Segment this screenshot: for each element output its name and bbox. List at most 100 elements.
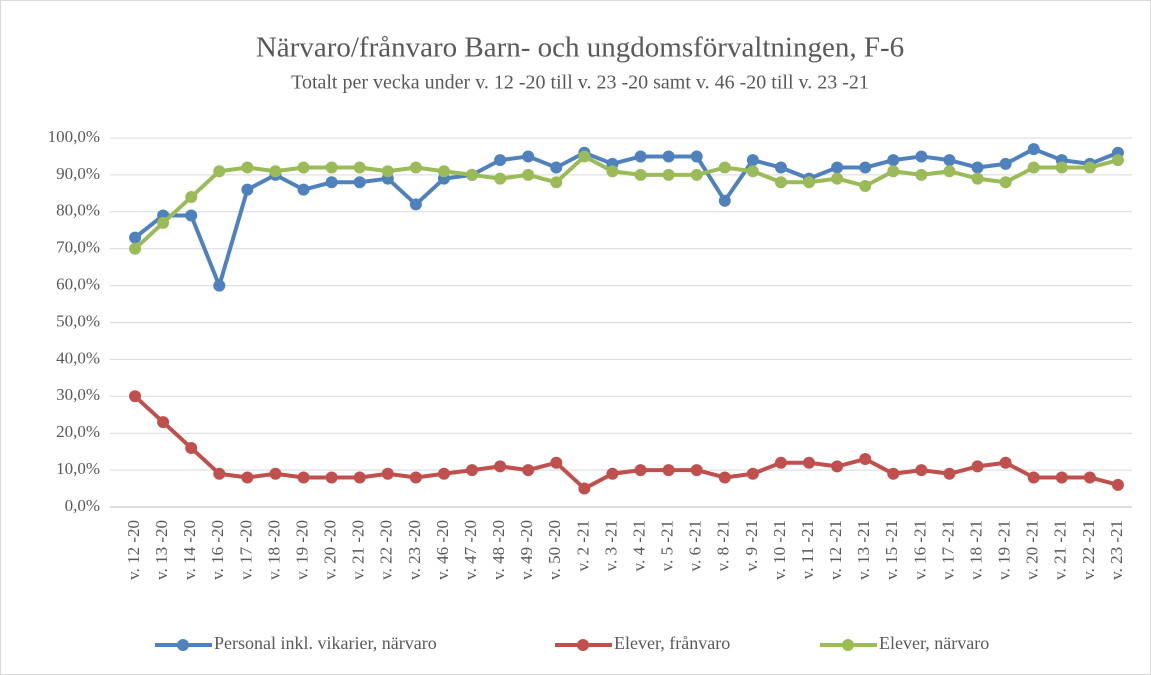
series-marker bbox=[325, 176, 338, 189]
series-marker bbox=[1027, 143, 1040, 156]
legend-marker bbox=[842, 639, 854, 651]
series-marker bbox=[494, 154, 507, 167]
series-marker bbox=[690, 168, 703, 181]
x-tick-label: v. 17 -21 bbox=[938, 520, 957, 580]
series-marker bbox=[494, 172, 507, 185]
series-marker bbox=[999, 157, 1012, 170]
series-marker bbox=[971, 172, 984, 185]
x-tick-label: v. 11 -21 bbox=[798, 520, 817, 579]
x-tick-label: v. 17 -20 bbox=[236, 520, 255, 580]
series-marker bbox=[1083, 471, 1096, 484]
x-tick-label: v. 13 -20 bbox=[152, 520, 171, 580]
x-tick-label: v. 4 -21 bbox=[629, 520, 648, 571]
series-marker bbox=[325, 471, 338, 484]
y-tick-label: 60,0% bbox=[56, 275, 100, 294]
y-tick-label: 100,0% bbox=[48, 127, 100, 146]
series-marker bbox=[213, 279, 226, 292]
series-marker bbox=[353, 471, 366, 484]
y-tick-label: 40,0% bbox=[56, 348, 100, 367]
series-marker bbox=[297, 161, 310, 174]
x-tick-label: v. 13 -21 bbox=[854, 520, 873, 580]
series-marker bbox=[381, 467, 394, 480]
series-marker bbox=[1111, 154, 1124, 167]
series-marker bbox=[803, 456, 816, 469]
series-marker bbox=[718, 194, 731, 207]
series-marker bbox=[353, 176, 366, 189]
series-marker bbox=[606, 467, 619, 480]
series-marker bbox=[522, 168, 535, 181]
x-tick-label: v. 2 -21 bbox=[573, 520, 592, 571]
x-tick-label: v. 3 -21 bbox=[601, 520, 620, 571]
x-tick-label: v. 50 -20 bbox=[545, 520, 564, 580]
series-marker bbox=[241, 161, 254, 174]
series-marker bbox=[522, 464, 535, 477]
series-marker bbox=[718, 161, 731, 174]
series-marker bbox=[831, 161, 844, 174]
series-marker bbox=[297, 183, 310, 196]
x-tick-label: v. 12 -20 bbox=[124, 520, 143, 580]
series-marker bbox=[550, 456, 563, 469]
x-tick-label: v. 16 -21 bbox=[910, 520, 929, 580]
y-tick-label: 70,0% bbox=[56, 238, 100, 257]
series-marker bbox=[494, 460, 507, 473]
series-marker bbox=[269, 165, 282, 178]
x-tick-label: v. 16 -20 bbox=[208, 520, 227, 580]
series-marker bbox=[859, 453, 872, 466]
series-marker bbox=[662, 464, 675, 477]
series-marker bbox=[269, 467, 282, 480]
series-marker bbox=[241, 183, 254, 196]
series-marker bbox=[578, 150, 591, 163]
series-marker bbox=[550, 161, 563, 174]
legend-label: Elever, frånvaro bbox=[614, 633, 730, 653]
series-marker bbox=[129, 242, 142, 255]
series-marker bbox=[297, 471, 310, 484]
series-marker bbox=[887, 165, 900, 178]
series-marker bbox=[353, 161, 366, 174]
y-tick-label: 50,0% bbox=[56, 311, 100, 330]
series-marker bbox=[774, 176, 787, 189]
series-marker bbox=[915, 168, 928, 181]
series-marker bbox=[859, 161, 872, 174]
x-tick-label: v. 9 -21 bbox=[742, 520, 761, 571]
series-marker bbox=[409, 471, 422, 484]
series-marker bbox=[578, 482, 591, 495]
legend-label: Elever, närvaro bbox=[879, 633, 989, 653]
x-tick-label: v. 10 -21 bbox=[770, 520, 789, 580]
series-marker bbox=[943, 165, 956, 178]
x-tick-label: v. 46 -20 bbox=[433, 520, 452, 580]
x-tick-label: v. 22 -20 bbox=[377, 520, 396, 580]
series-marker bbox=[971, 161, 984, 174]
x-tick-label: v. 8 -21 bbox=[714, 520, 733, 571]
x-tick-label: v. 19 -20 bbox=[292, 520, 311, 580]
y-tick-label: 20,0% bbox=[56, 422, 100, 441]
series-marker bbox=[859, 179, 872, 192]
chart-title: Närvaro/frånvaro Barn- och ungdomsförval… bbox=[256, 32, 904, 64]
series-marker bbox=[409, 198, 422, 211]
series-marker bbox=[915, 150, 928, 163]
series-marker bbox=[634, 168, 647, 181]
series-marker bbox=[185, 209, 198, 222]
x-tick-label: v. 48 -20 bbox=[489, 520, 508, 580]
series-marker bbox=[662, 168, 675, 181]
x-tick-label: v. 18 -20 bbox=[264, 520, 283, 580]
series-marker bbox=[157, 416, 170, 429]
x-tick-label: v. 14 -20 bbox=[180, 520, 199, 580]
x-tick-label: v. 20 -20 bbox=[321, 520, 340, 580]
legend-label: Personal inkl. vikarier, närvaro bbox=[214, 633, 437, 653]
series-marker bbox=[1055, 161, 1068, 174]
series-marker bbox=[325, 161, 338, 174]
series-marker bbox=[831, 460, 844, 473]
legend-marker bbox=[577, 639, 589, 651]
series-marker bbox=[999, 176, 1012, 189]
series-marker bbox=[550, 176, 563, 189]
series-marker bbox=[606, 165, 619, 178]
series-marker bbox=[887, 154, 900, 167]
series-marker bbox=[746, 165, 759, 178]
chart-subtitle: Totalt per vecka under v. 12 -20 till v.… bbox=[291, 72, 869, 94]
series-marker bbox=[634, 464, 647, 477]
series-marker bbox=[129, 390, 142, 403]
y-tick-label: 30,0% bbox=[56, 385, 100, 404]
series-marker bbox=[185, 191, 198, 204]
series-marker bbox=[943, 154, 956, 167]
